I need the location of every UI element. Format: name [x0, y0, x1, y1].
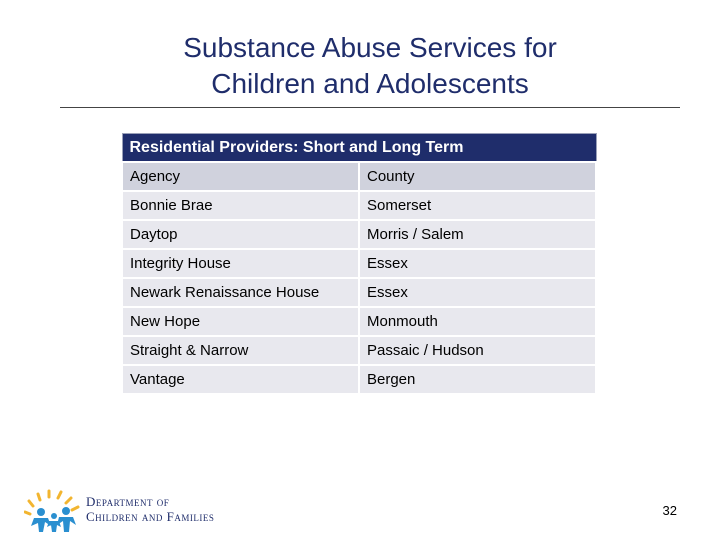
table-caption: Residential Providers: Short and Long Te…	[121, 133, 597, 163]
county-cell: Bergen	[358, 364, 597, 395]
column-header-county: County	[358, 161, 597, 192]
table-row: Straight & Narrow Passaic / Hudson	[121, 335, 597, 366]
providers-table: Residential Providers: Short and Long Te…	[121, 133, 597, 395]
table-header-row: Agency County	[121, 161, 597, 192]
table-row: Newark Renaissance House Essex	[121, 277, 597, 308]
column-header-agency: Agency	[121, 161, 360, 192]
logo-text: Department of Children and Families	[86, 494, 214, 524]
county-cell: Essex	[358, 277, 597, 308]
table-row: Daytop Morris / Salem	[121, 219, 597, 250]
page-number: 32	[662, 503, 677, 518]
department-logo: Department of Children and Families	[23, 488, 239, 532]
agency-cell: Straight & Narrow	[121, 335, 360, 366]
agency-cell: Newark Renaissance House	[121, 277, 360, 308]
county-cell: Essex	[358, 248, 597, 279]
agency-cell: Bonnie Brae	[121, 190, 360, 221]
agency-cell: New Hope	[121, 306, 360, 337]
logo-line1: Department of	[86, 494, 170, 509]
county-cell: Monmouth	[358, 306, 597, 337]
county-cell: Morris / Salem	[358, 219, 597, 250]
slide-title-line2: Children and Adolescents	[211, 68, 529, 99]
table-row: Bonnie Brae Somerset	[121, 190, 597, 221]
slide-title-line1: Substance Abuse Services for	[183, 32, 557, 63]
sun-family-icon	[23, 489, 80, 532]
table-row: Vantage Bergen	[121, 364, 597, 395]
table-row: New Hope Monmouth	[121, 306, 597, 337]
county-cell: Somerset	[358, 190, 597, 221]
table-row: Integrity House Essex	[121, 248, 597, 279]
agency-cell: Vantage	[121, 364, 360, 395]
logo-line2: Children and Families	[86, 509, 215, 524]
agency-cell: Daytop	[121, 219, 360, 250]
title-divider	[60, 107, 680, 108]
agency-cell: Integrity House	[121, 248, 360, 279]
county-cell: Passaic / Hudson	[358, 335, 597, 366]
providers-table-container: Residential Providers: Short and Long Te…	[121, 133, 597, 395]
slide-title: Substance Abuse Services for Children an…	[60, 30, 680, 102]
